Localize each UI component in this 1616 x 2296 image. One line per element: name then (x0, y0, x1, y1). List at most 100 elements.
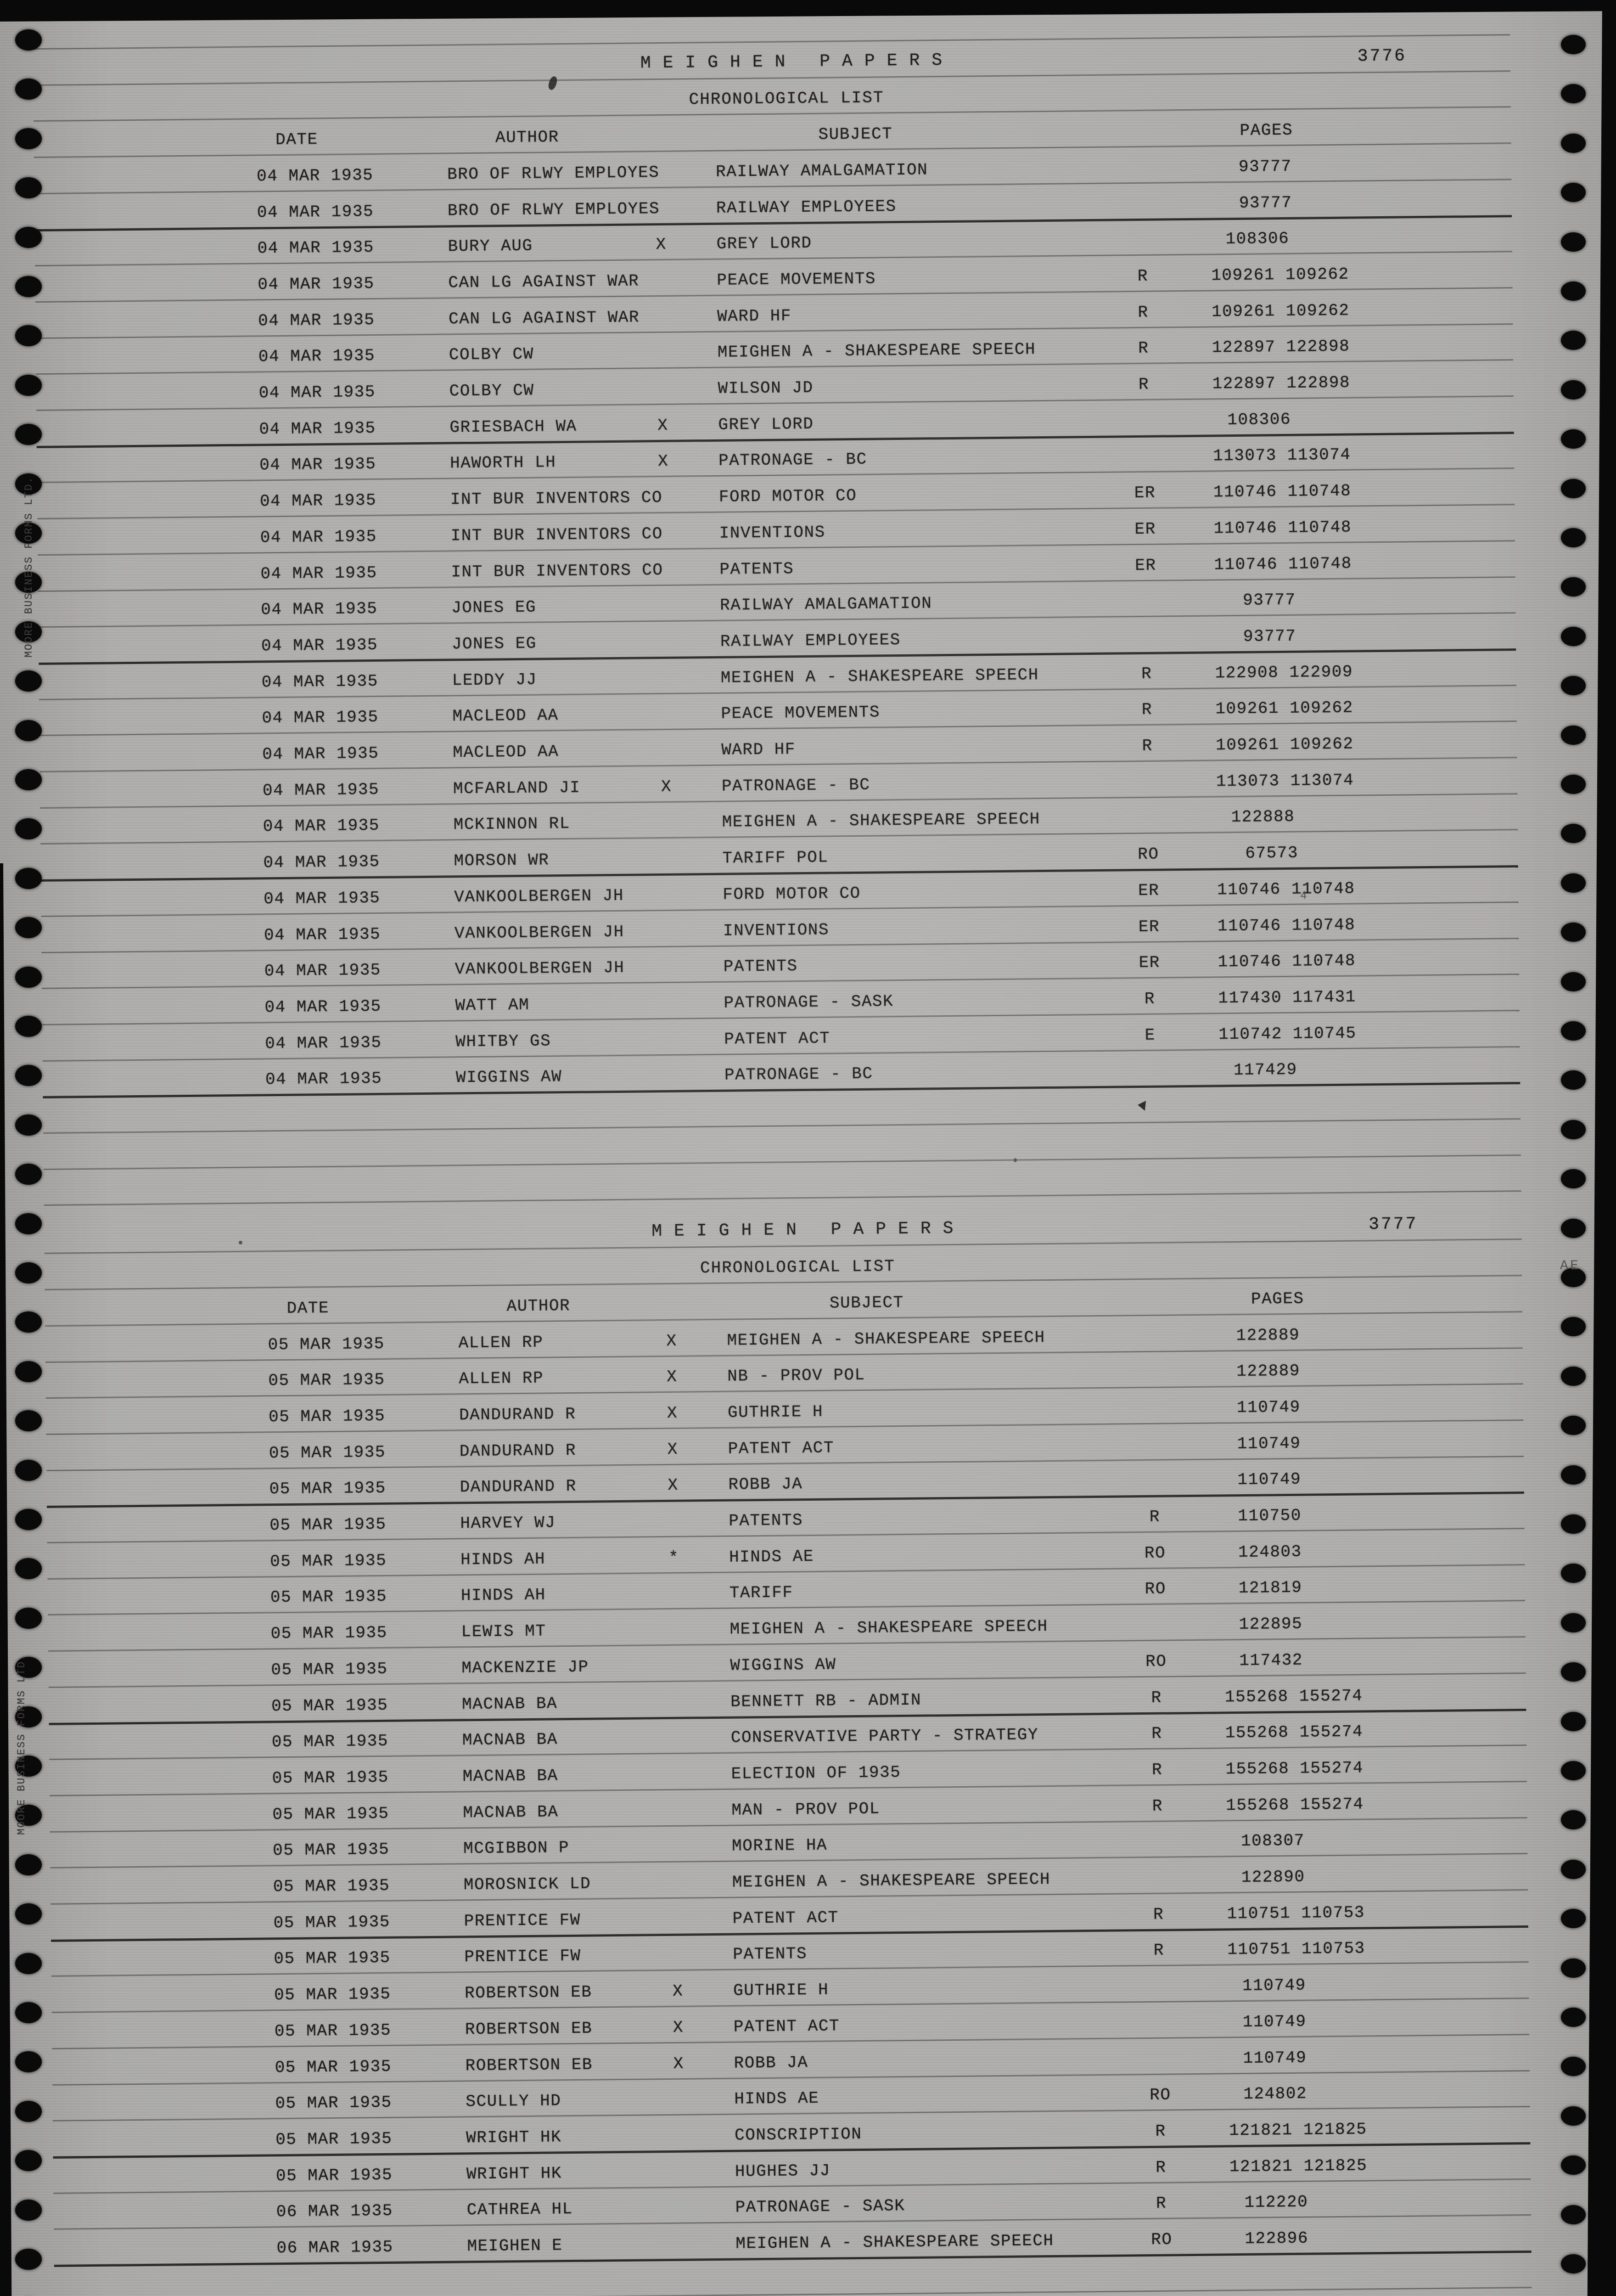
row-flag: ER (1134, 519, 1156, 539)
row-author: INT BUR INVENTORS CO (450, 488, 663, 509)
sprocket-hole (1561, 676, 1586, 696)
sprocket-hole (1561, 1810, 1586, 1830)
row-flag: ER (1139, 953, 1161, 973)
row-flag (1130, 1832, 1185, 1833)
sprocket-hole (15, 1213, 42, 1234)
row-flag: R (1152, 1796, 1163, 1816)
sprocket-hole (15, 2150, 42, 2172)
ruled-line (43, 1154, 1521, 1170)
row-pages: 122890 (1241, 1867, 1305, 1887)
row-author: CAN LG AGAINST WAR (448, 308, 640, 329)
row-date: 05 MAR 1935 (274, 2020, 392, 2041)
row-pages: 110746 110748 (1213, 481, 1352, 502)
row-date: 05 MAR 1935 (275, 2129, 393, 2150)
row-pages: 93777 (1238, 157, 1292, 176)
row-flag: R (1142, 736, 1153, 755)
row-cross-reference-marker: X (657, 416, 668, 435)
dust-speck (239, 1241, 242, 1244)
row-flag: ER (1138, 917, 1160, 936)
sprocket-hole (15, 374, 42, 396)
row-date: 04 MAR 1935 (260, 563, 377, 583)
row-author: MACKENZIE JP (461, 1657, 589, 1678)
row-pages: 110749 (1242, 2012, 1307, 2032)
row-date: 05 MAR 1935 (268, 1406, 386, 1427)
row-date: 04 MAR 1935 (262, 708, 379, 728)
row-author: MACNAB BA (463, 1802, 559, 1822)
sprocket-hole (15, 720, 42, 741)
row-subject: WILSON JD (718, 378, 814, 398)
column-header-author: AUTHOR (495, 128, 559, 147)
row-pages: 110746 110748 (1217, 915, 1356, 935)
row-pages: 155268 155274 (1225, 1722, 1364, 1743)
row-pages: 110746 110748 (1218, 951, 1356, 972)
row-pages: 109261 109262 (1215, 698, 1353, 719)
row-subject: MEIGHEN A - SHAKESPEARE SPEECH (735, 2231, 1054, 2253)
row-date: 04 MAR 1935 (261, 671, 379, 692)
page-title: MEIGHEN PAPERS (640, 50, 954, 73)
row-author: WIGGINS AW (455, 1067, 562, 1087)
row-cross-reference-marker: X (672, 1981, 684, 2001)
row-pages: 108306 (1225, 229, 1290, 249)
row-pages: 93777 (1242, 590, 1296, 610)
row-author: VANKOOLBERGEN JH (454, 958, 625, 979)
row-flag: R (1156, 2158, 1167, 2177)
row-author: DANDURAND R (459, 1404, 576, 1425)
row-author: GRIESBACH WA (449, 416, 577, 437)
sprocket-hole (1561, 429, 1586, 449)
row-author: DANDURAND R (460, 1477, 577, 1497)
sprocket-hole (1561, 2057, 1586, 2077)
row-subject: PATENT ACT (724, 1029, 830, 1049)
row-pages: 113073 113074 (1212, 445, 1351, 466)
row-subject: PATRONAGE - SASK (735, 2196, 905, 2217)
row-author: ROBERTSON EB (464, 1982, 592, 2003)
sprocket-hole (15, 1114, 42, 1136)
row-pages: 110749 (1237, 1434, 1301, 1453)
row-subject: PATENTS (723, 957, 798, 976)
sprocket-hole (1561, 873, 1586, 893)
row-pages: 121821 121825 (1229, 2120, 1367, 2140)
row-pages: 67573 (1245, 843, 1299, 863)
ruled-line (45, 1275, 1522, 1291)
sprocket-hole (15, 1953, 42, 1974)
page-subtitle: CHRONOLOGICAL LIST (689, 88, 884, 109)
row-author: MOROSNICK LD (463, 1874, 591, 1895)
row-flag: R (1149, 1507, 1161, 1526)
sprocket-hole (15, 1164, 42, 1185)
ruled-line (33, 70, 1511, 86)
row-pages: 117432 (1239, 1650, 1303, 1670)
row-flag: R (1137, 266, 1149, 286)
row-author: COLBY CW (449, 344, 534, 365)
sprocket-hole (1561, 133, 1586, 153)
row-date: 04 MAR 1935 (264, 888, 381, 909)
row-flag (1117, 447, 1172, 448)
row-author: HINDS AH (460, 1585, 546, 1605)
row-cross-reference-marker: X (667, 1367, 678, 1387)
row-author: MCGIBBON P (463, 1838, 570, 1858)
row-flag (1127, 1471, 1182, 1472)
row-date: 04 MAR 1935 (264, 924, 381, 945)
row-pages: 122889 (1236, 1361, 1301, 1381)
sprocket-hole (1561, 281, 1586, 301)
sprocket-hole (1561, 1514, 1586, 1534)
sprocket-hole (1561, 1909, 1586, 1929)
sprocket-hole (15, 29, 42, 51)
row-date: 05 MAR 1935 (270, 1587, 387, 1607)
row-pages: 155268 155274 (1226, 1795, 1364, 1815)
row-date: 04 MAR 1935 (257, 202, 374, 222)
row-subject: PEACE MOVEMENTS (717, 269, 876, 290)
row-date: 05 MAR 1935 (272, 1804, 389, 1824)
row-flag (1126, 1362, 1181, 1363)
row-subject: HUGHES JJ (735, 2161, 831, 2181)
row-flag: R (1141, 664, 1152, 683)
row-date: 05 MAR 1935 (269, 1479, 386, 1499)
ruled-line (44, 1190, 1521, 1206)
row-pages: 113073 113074 (1216, 771, 1354, 791)
row-date: 04 MAR 1935 (262, 780, 380, 800)
row-date: 05 MAR 1935 (274, 1984, 391, 2005)
row-date: 04 MAR 1935 (260, 527, 377, 547)
row-cross-reference-marker: X (668, 1476, 679, 1495)
row-author: BRO OF RLWY EMPLOYES (447, 199, 660, 220)
row-date: 04 MAR 1935 (259, 455, 376, 475)
sprocket-hole (1561, 725, 1586, 745)
